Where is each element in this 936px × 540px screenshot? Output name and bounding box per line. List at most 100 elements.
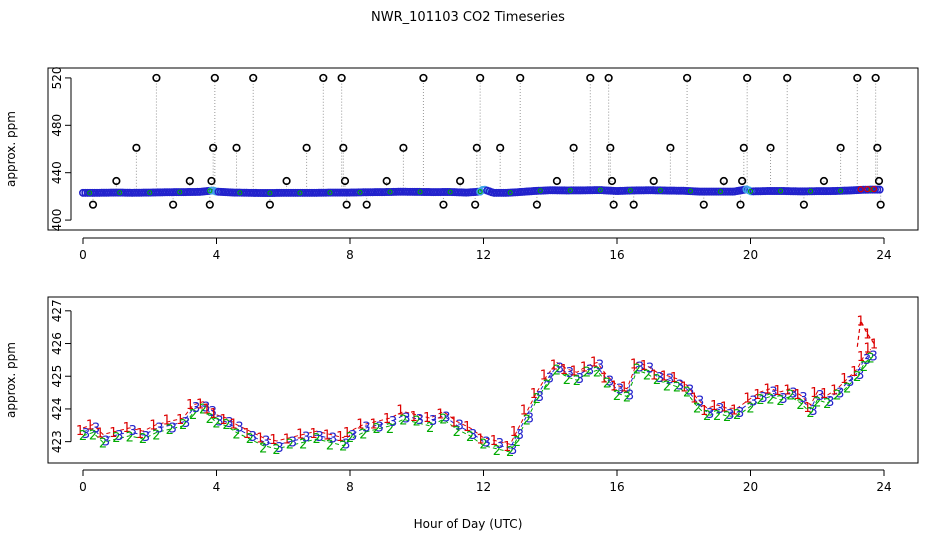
bottom-series-marker-3: 3 (606, 374, 614, 389)
bottom-series-marker-1: 1 (490, 434, 498, 449)
bottom-series-marker-2: 2 (613, 389, 621, 404)
top-alt-point (537, 188, 543, 194)
bottom-series-marker-3: 3 (526, 411, 534, 426)
bottom-series-marker-2: 2 (212, 417, 220, 432)
bottom-series-marker-3: 3 (759, 391, 767, 406)
bottom-series-marker-3: 3 (769, 386, 777, 401)
panel-top-ylabel: approx. ppm (4, 111, 18, 187)
top-spike-point (783, 73, 792, 83)
bottom-series-marker-2: 2 (399, 413, 407, 428)
top-alt-point (597, 187, 603, 193)
bottom-series-marker-2: 2 (506, 445, 514, 460)
bottom-series-marker-3: 3 (416, 413, 424, 428)
bottom-series-marker-3: 3 (342, 438, 350, 453)
bottom-series-marker-3: 3 (482, 436, 490, 451)
bottom-series-marker-2: 2 (386, 422, 394, 437)
bottom-series-marker-2: 2 (633, 362, 641, 377)
top-spike-point (185, 176, 194, 186)
bottom-series-marker-3: 3 (676, 379, 684, 394)
bottom-series-marker-3: 3 (215, 415, 223, 430)
top-spike-point (319, 73, 328, 83)
bottom-series-marker-3: 3 (235, 421, 243, 436)
bottom-series-marker-2: 2 (813, 396, 821, 411)
bottom-series-marker-2: 2 (139, 432, 147, 447)
bottom-series-marker-1: 1 (410, 410, 418, 425)
top-alt-point (267, 190, 273, 196)
bottom-series-marker-3: 3 (779, 392, 787, 407)
top-spike-point (339, 143, 348, 152)
bottom-series-marker-1: 1 (209, 407, 217, 422)
bottom-x-tick-label: 24 (876, 480, 891, 494)
bottom-series-marker-3: 3 (626, 389, 634, 404)
top-y-tick-label: 520 (50, 66, 64, 89)
top-spike-point (169, 200, 178, 209)
top-spike-point (340, 176, 350, 186)
bottom-series-marker-3: 3 (362, 421, 370, 436)
top-x-tick-label: 12 (476, 248, 491, 262)
top-red-point (870, 185, 878, 193)
bottom-series-marker-2: 2 (199, 403, 207, 418)
bottom-series-marker-2: 2 (222, 418, 230, 433)
top-spike-point (362, 200, 371, 209)
top-x-tick-label: 8 (346, 248, 354, 262)
top-spike-point (853, 73, 862, 83)
bottom-series-marker-3: 3 (329, 431, 337, 446)
bottom-series-marker-2: 2 (259, 442, 267, 457)
bottom-series-marker-3: 3 (686, 383, 694, 398)
top-alt-point (838, 188, 844, 194)
top-spike-point (629, 200, 638, 209)
top-y-tick-label: 480 (50, 114, 64, 137)
bottom-series-marker-3: 3 (706, 407, 714, 422)
bottom-series-marker-1: 1 (864, 341, 872, 356)
bottom-series-marker-2: 2 (466, 430, 474, 445)
bottom-series-marker-2: 2 (553, 363, 561, 378)
bottom-series-marker-1: 1 (163, 413, 171, 428)
top-spike-point (819, 176, 829, 186)
bottom-series-marker-2: 2 (272, 443, 280, 458)
bottom-series-marker-3: 3 (656, 371, 664, 386)
top-spike-point (472, 143, 481, 152)
top-spike-point (719, 176, 728, 186)
bottom-series-marker-3: 3 (789, 387, 797, 402)
top-spike-point (205, 200, 214, 209)
bottom-series-marker-2: 2 (326, 438, 334, 453)
top-y-tick-label: 400 (50, 209, 64, 232)
top-spike-point (399, 143, 408, 152)
bottom-series-marker-1: 1 (793, 388, 801, 403)
bottom-series-marker-1: 1 (109, 426, 117, 441)
top-spike-point (88, 200, 98, 209)
bottom-series-marker-1: 1 (436, 408, 444, 423)
bottom-series-marker-1: 1 (510, 425, 518, 440)
bottom-series-marker-1: 1 (530, 387, 538, 402)
bottom-series-marker-3: 3 (863, 353, 871, 368)
bottom-series-marker-3: 3 (516, 428, 524, 443)
top-alt-point (567, 187, 573, 193)
bottom-series-marker-2: 2 (286, 438, 294, 453)
bottom-series-marker-3: 3 (429, 414, 437, 429)
bottom-series-marker-2: 2 (413, 415, 421, 430)
bottom-series-line-2 (82, 356, 872, 453)
bottom-series-marker-2: 2 (359, 427, 367, 442)
top-spike-point (666, 143, 675, 152)
bottom-series-marker-3: 3 (546, 372, 554, 387)
bottom-series-marker-3: 3 (142, 430, 150, 445)
bottom-series-marker-3: 3 (736, 406, 744, 421)
bottom-series-marker-1: 1 (309, 427, 317, 442)
top-marks (79, 73, 885, 209)
bottom-series-marker-2: 2 (713, 409, 721, 424)
bottom-series-marker-1: 1 (610, 379, 618, 394)
top-spike-point (516, 73, 525, 83)
bottom-series-marker-1: 1 (283, 433, 291, 448)
bottom-series-marker-1: 1 (149, 419, 157, 434)
bottom-series-marker-1: 1 (840, 372, 848, 387)
panel-bottom-frame (47, 296, 919, 464)
top-spike-point (649, 176, 658, 186)
top-spike-point (871, 73, 880, 83)
bottom-series-marker-3: 3 (469, 428, 477, 443)
panel-top-frame (47, 67, 919, 231)
bottom-series-marker-2: 2 (683, 385, 691, 400)
bottom-series-marker-3: 3 (586, 364, 594, 379)
bottom-series-marker-2: 2 (746, 401, 754, 416)
bottom-series-marker-1: 1 (540, 369, 548, 384)
